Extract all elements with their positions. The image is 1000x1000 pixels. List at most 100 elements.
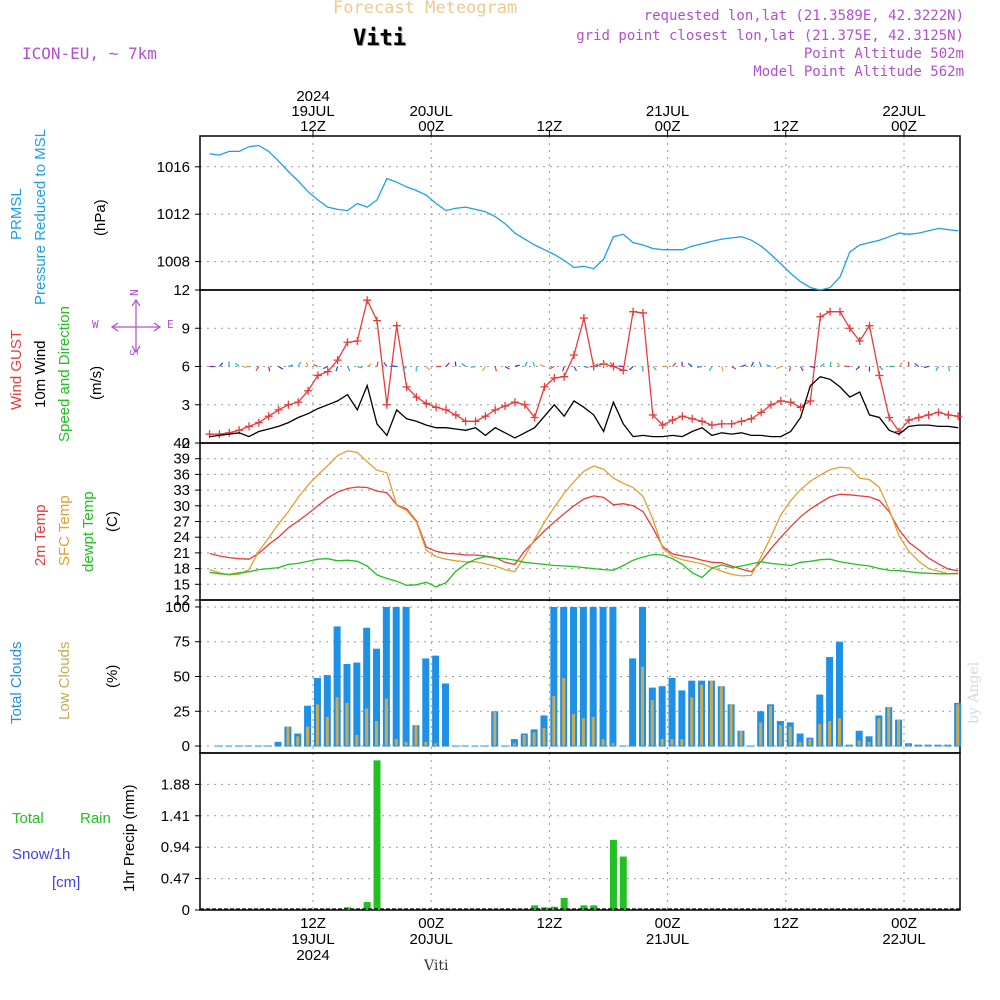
bar-low-clouds bbox=[591, 716, 595, 747]
label-2m-temp: 2m Temp bbox=[32, 504, 49, 566]
bar-low-clouds bbox=[700, 684, 704, 747]
bar-low-clouds bbox=[611, 743, 615, 747]
gust-marker bbox=[688, 414, 697, 423]
y-tick-label: 100 bbox=[165, 599, 190, 616]
top-time-label: 12Z bbox=[536, 118, 562, 135]
bottom-time-label: 00Z bbox=[891, 915, 917, 932]
label-total: Total bbox=[12, 810, 44, 827]
y-tick-label: 0.47 bbox=[161, 871, 190, 888]
wind-arrow bbox=[243, 365, 250, 368]
gust-marker bbox=[747, 414, 756, 423]
bar-low-clouds bbox=[286, 726, 290, 747]
y-tick-label: 1016 bbox=[157, 159, 190, 176]
label-hpa: (hPa) bbox=[92, 199, 109, 236]
bar-low-clouds bbox=[926, 744, 930, 747]
wind-arrow bbox=[609, 362, 614, 367]
bar-total-clouds bbox=[510, 739, 518, 747]
gust-marker bbox=[392, 321, 401, 330]
bar-low-clouds bbox=[887, 707, 891, 747]
bar-low-clouds bbox=[542, 727, 546, 747]
compass-south: S bbox=[126, 349, 140, 356]
bar-total-clouds bbox=[560, 606, 568, 747]
wind-arrow bbox=[425, 366, 431, 371]
grid-lines bbox=[200, 136, 960, 911]
bar-total-clouds bbox=[865, 736, 873, 747]
label-prmsl: PRMSL bbox=[8, 188, 25, 240]
bar-rain bbox=[580, 905, 588, 910]
wind-arrow bbox=[539, 364, 545, 368]
bar-low-clouds bbox=[690, 697, 694, 747]
wind-arrow bbox=[829, 361, 832, 367]
top-time-label: 00Z bbox=[418, 118, 444, 135]
wind-arrow bbox=[721, 366, 724, 372]
bar-low-clouds bbox=[709, 680, 713, 747]
bar-low-clouds bbox=[375, 721, 379, 747]
gust-marker bbox=[540, 382, 549, 391]
bar-total-clouds bbox=[304, 705, 312, 747]
panel-frames bbox=[199, 135, 961, 911]
gust-marker bbox=[638, 308, 647, 317]
gust-marker bbox=[353, 337, 362, 345]
wind-arrow bbox=[335, 366, 339, 372]
gust-marker bbox=[491, 405, 500, 414]
bar-total-clouds bbox=[550, 606, 558, 747]
y-tick-label: 33 bbox=[173, 482, 190, 499]
wind-arrow bbox=[907, 361, 910, 367]
label-snow: Snow/1h bbox=[12, 846, 71, 863]
bar-total-clouds bbox=[658, 686, 666, 747]
wind-arrow bbox=[935, 366, 939, 372]
label-ms: (m/s) bbox=[88, 365, 105, 400]
gust-marker bbox=[294, 398, 303, 407]
gust-marker bbox=[865, 321, 874, 330]
bar-low-clouds bbox=[345, 702, 349, 747]
wind-arrow bbox=[583, 365, 589, 369]
gust-marker bbox=[225, 428, 234, 437]
bar-low-clouds bbox=[798, 741, 802, 747]
wind-arrow bbox=[800, 366, 804, 372]
y-tick-label: 0 bbox=[182, 435, 190, 452]
wind-arrow bbox=[898, 362, 903, 367]
gust-marker bbox=[845, 324, 854, 333]
wind-arrow bbox=[322, 365, 329, 370]
bar-low-clouds bbox=[384, 698, 388, 747]
wind-arrow bbox=[346, 366, 351, 372]
series-10m-wind bbox=[209, 375, 959, 439]
gust-marker bbox=[737, 417, 746, 426]
label-cm: [cm] bbox=[52, 874, 81, 891]
bar-low-clouds bbox=[729, 704, 733, 747]
y-tick-label: 0.94 bbox=[161, 839, 190, 856]
wind-arrow bbox=[602, 361, 606, 367]
y-tick-label: 27 bbox=[173, 514, 190, 531]
gust-marker bbox=[254, 418, 263, 427]
y-tick-label: 1008 bbox=[157, 254, 190, 271]
wind-arrow bbox=[855, 366, 861, 371]
bar-low-clouds bbox=[394, 739, 398, 747]
wind-arrow bbox=[923, 365, 929, 369]
gust-marker bbox=[806, 396, 815, 405]
gust-marker bbox=[904, 416, 913, 425]
wind-arrow bbox=[532, 361, 536, 367]
bar-total-clouds bbox=[392, 606, 400, 747]
bar-total-clouds bbox=[826, 657, 834, 747]
gust-marker bbox=[205, 430, 214, 439]
wind-arrow bbox=[573, 366, 577, 372]
label-total-clouds: Total Clouds bbox=[8, 641, 25, 724]
bar-low-clouds bbox=[897, 719, 901, 747]
gust-marker bbox=[471, 417, 480, 426]
bar-low-clouds bbox=[424, 741, 428, 747]
gust-marker bbox=[914, 413, 923, 422]
gust-marker bbox=[382, 400, 391, 409]
bar-low-clouds bbox=[759, 722, 763, 747]
bar-low-clouds bbox=[837, 718, 841, 747]
series-prmsl bbox=[209, 144, 959, 291]
compass-north: N bbox=[126, 289, 140, 296]
bar-total-clouds bbox=[323, 675, 331, 747]
wind-arrow bbox=[776, 365, 782, 370]
top-time-label: 12Z bbox=[773, 118, 799, 135]
bottom-time-label: 20JUL bbox=[410, 931, 453, 948]
bar-low-clouds bbox=[414, 725, 418, 747]
series-dewpt-temp bbox=[209, 553, 959, 588]
y-tick-label: 42 bbox=[173, 435, 190, 452]
wind-arrow bbox=[234, 362, 240, 367]
compass-west: W bbox=[92, 318, 99, 331]
